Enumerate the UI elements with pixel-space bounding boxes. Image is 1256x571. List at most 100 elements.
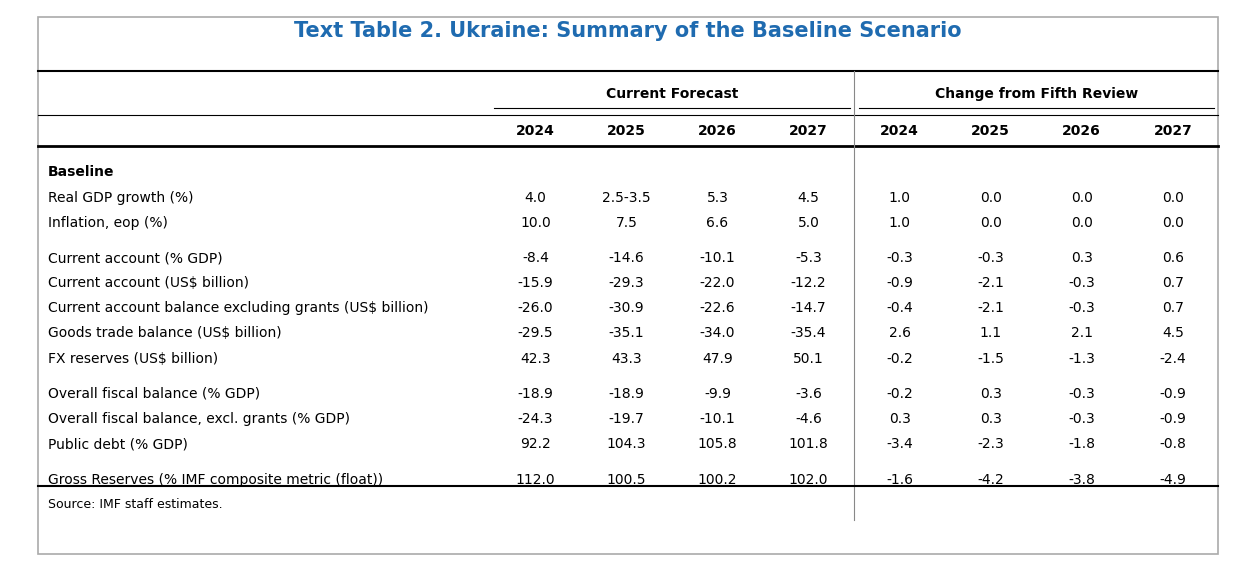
- Text: 1.0: 1.0: [888, 191, 911, 204]
- Text: -0.3: -0.3: [887, 251, 913, 265]
- Text: -35.4: -35.4: [791, 327, 826, 340]
- Text: Current account (% GDP): Current account (% GDP): [48, 251, 222, 265]
- Text: 47.9: 47.9: [702, 352, 732, 365]
- Text: 2.6: 2.6: [888, 327, 911, 340]
- Text: 1.0: 1.0: [888, 216, 911, 230]
- Text: -3.8: -3.8: [1069, 473, 1095, 486]
- Text: -4.2: -4.2: [977, 473, 1004, 486]
- Text: -10.1: -10.1: [700, 412, 735, 426]
- Text: -35.1: -35.1: [609, 327, 644, 340]
- Text: 4.5: 4.5: [798, 191, 819, 204]
- Text: 0.3: 0.3: [980, 387, 1001, 401]
- Text: -0.3: -0.3: [1069, 387, 1095, 401]
- Text: 50.1: 50.1: [794, 352, 824, 365]
- Text: -2.4: -2.4: [1159, 352, 1186, 365]
- Text: 2026: 2026: [698, 124, 737, 138]
- Text: Current account (US$ billion): Current account (US$ billion): [48, 276, 249, 290]
- Text: 1.1: 1.1: [980, 327, 1002, 340]
- Text: -0.3: -0.3: [1069, 301, 1095, 315]
- Text: -14.6: -14.6: [609, 251, 644, 265]
- Text: 5.3: 5.3: [707, 191, 728, 204]
- Text: -18.9: -18.9: [608, 387, 644, 401]
- Text: 0.0: 0.0: [980, 191, 1001, 204]
- Text: 2025: 2025: [607, 124, 646, 138]
- Text: 5.0: 5.0: [798, 216, 819, 230]
- Text: -0.2: -0.2: [887, 352, 913, 365]
- Text: 0.0: 0.0: [980, 216, 1001, 230]
- Text: 6.6: 6.6: [706, 216, 728, 230]
- Text: Overall fiscal balance (% GDP): Overall fiscal balance (% GDP): [48, 387, 260, 401]
- Text: -34.0: -34.0: [700, 327, 735, 340]
- Text: Public debt (% GDP): Public debt (% GDP): [48, 437, 187, 451]
- Text: 2027: 2027: [789, 124, 828, 138]
- Text: -24.3: -24.3: [517, 412, 553, 426]
- Text: -30.9: -30.9: [609, 301, 644, 315]
- Text: Overall fiscal balance, excl. grants (% GDP): Overall fiscal balance, excl. grants (% …: [48, 412, 349, 426]
- Text: -0.8: -0.8: [1159, 437, 1186, 451]
- Text: -5.3: -5.3: [795, 251, 821, 265]
- Text: -8.4: -8.4: [522, 251, 549, 265]
- Text: -1.5: -1.5: [977, 352, 1004, 365]
- Text: -4.9: -4.9: [1159, 473, 1186, 486]
- Text: 4.5: 4.5: [1162, 327, 1183, 340]
- Text: 7.5: 7.5: [615, 216, 637, 230]
- Text: 2.1: 2.1: [1070, 327, 1093, 340]
- Text: Baseline: Baseline: [48, 166, 114, 179]
- Text: 2024: 2024: [880, 124, 919, 138]
- Text: Real GDP growth (%): Real GDP growth (%): [48, 191, 193, 204]
- Text: 0.0: 0.0: [1071, 216, 1093, 230]
- Text: -29.3: -29.3: [609, 276, 644, 290]
- Text: 0.0: 0.0: [1162, 216, 1183, 230]
- Text: -3.4: -3.4: [887, 437, 913, 451]
- Text: -22.6: -22.6: [700, 301, 735, 315]
- Text: -0.3: -0.3: [1069, 412, 1095, 426]
- Text: -0.2: -0.2: [887, 387, 913, 401]
- Text: -4.6: -4.6: [795, 412, 821, 426]
- Text: 0.0: 0.0: [1162, 191, 1183, 204]
- Text: -0.9: -0.9: [887, 276, 913, 290]
- Text: 0.3: 0.3: [1071, 251, 1093, 265]
- Text: Current Forecast: Current Forecast: [605, 87, 739, 101]
- Text: Source: IMF staff estimates.: Source: IMF staff estimates.: [48, 498, 222, 510]
- Text: 0.0: 0.0: [1071, 191, 1093, 204]
- Text: -1.6: -1.6: [887, 473, 913, 486]
- Text: -0.3: -0.3: [977, 251, 1004, 265]
- Text: -12.2: -12.2: [791, 276, 826, 290]
- Text: 0.3: 0.3: [889, 412, 911, 426]
- Text: -15.9: -15.9: [517, 276, 553, 290]
- Text: 0.7: 0.7: [1162, 276, 1183, 290]
- Text: -0.9: -0.9: [1159, 387, 1186, 401]
- Text: -0.4: -0.4: [887, 301, 913, 315]
- Text: 105.8: 105.8: [697, 437, 737, 451]
- Text: Change from Fifth Review: Change from Fifth Review: [934, 87, 1138, 101]
- Text: Current account balance excluding grants (US$ billion): Current account balance excluding grants…: [48, 301, 428, 315]
- Text: -2.3: -2.3: [977, 437, 1004, 451]
- Text: 2.5-3.5: 2.5-3.5: [602, 191, 651, 204]
- Text: -26.0: -26.0: [517, 301, 553, 315]
- Text: 10.0: 10.0: [520, 216, 550, 230]
- Text: 4.0: 4.0: [525, 191, 546, 204]
- Text: 92.2: 92.2: [520, 437, 550, 451]
- Text: 100.2: 100.2: [698, 473, 737, 486]
- Text: -29.5: -29.5: [517, 327, 553, 340]
- Text: 2027: 2027: [1153, 124, 1192, 138]
- Text: 0.7: 0.7: [1162, 301, 1183, 315]
- Text: Inflation, eop (%): Inflation, eop (%): [48, 216, 167, 230]
- Text: 100.5: 100.5: [607, 473, 646, 486]
- Text: 0.3: 0.3: [980, 412, 1001, 426]
- Text: 2024: 2024: [516, 124, 555, 138]
- Text: -19.7: -19.7: [609, 412, 644, 426]
- Text: -1.8: -1.8: [1069, 437, 1095, 451]
- Text: Text Table 2. Ukraine: Summary of the Baseline Scenario: Text Table 2. Ukraine: Summary of the Ba…: [294, 21, 962, 42]
- Text: Gross Reserves (% IMF composite metric (float)): Gross Reserves (% IMF composite metric (…: [48, 473, 383, 486]
- Text: Goods trade balance (US$ billion): Goods trade balance (US$ billion): [48, 327, 281, 340]
- Text: -0.9: -0.9: [1159, 412, 1186, 426]
- Text: 112.0: 112.0: [515, 473, 555, 486]
- Text: 2025: 2025: [971, 124, 1010, 138]
- Text: -9.9: -9.9: [705, 387, 731, 401]
- Text: 43.3: 43.3: [612, 352, 642, 365]
- Text: 0.6: 0.6: [1162, 251, 1184, 265]
- Text: -2.1: -2.1: [977, 301, 1004, 315]
- Text: -10.1: -10.1: [700, 251, 735, 265]
- Text: -18.9: -18.9: [517, 387, 554, 401]
